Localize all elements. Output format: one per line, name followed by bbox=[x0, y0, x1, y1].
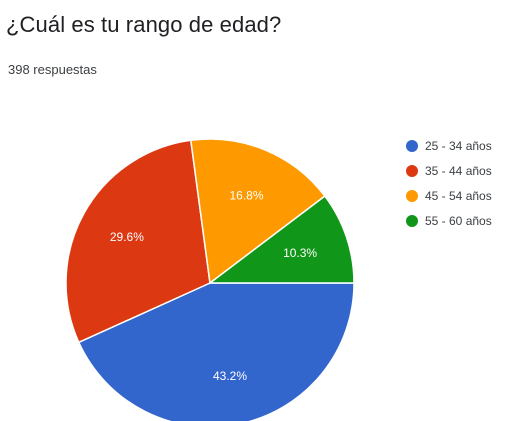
legend-swatch-3 bbox=[406, 190, 418, 202]
legend-swatch-2 bbox=[406, 165, 418, 177]
legend-label-4: 55 - 60 años bbox=[425, 214, 492, 228]
pie-slice-4 bbox=[207, 195, 355, 284]
slice-label-4: 10.3% bbox=[283, 246, 317, 260]
legend-label-3: 45 - 54 años bbox=[425, 189, 492, 203]
response-count: 398 respuestas bbox=[8, 62, 97, 77]
pie-slice-1 bbox=[77, 282, 355, 421]
pie-slice-2 bbox=[65, 139, 211, 344]
legend-label-1: 25 - 34 años bbox=[425, 139, 492, 153]
legend-label-2: 35 - 44 años bbox=[425, 164, 492, 178]
slice-labels: 43.2% 29.6% 16.8% 10.3% bbox=[110, 188, 318, 383]
pie-slices bbox=[65, 138, 355, 421]
pie-slice-3 bbox=[189, 138, 326, 285]
slice-label-2: 29.6% bbox=[110, 230, 144, 244]
slice-label-3: 16.8% bbox=[229, 188, 263, 202]
question-title: ¿Cuál es tu rango de edad? bbox=[6, 12, 282, 37]
legend: 25 - 34 años 35 - 44 años 45 - 54 años 55 -… bbox=[406, 139, 492, 228]
legend-swatch-4 bbox=[406, 215, 418, 227]
legend-swatch-1 bbox=[406, 140, 418, 152]
slice-label-1: 43.2% bbox=[213, 369, 247, 383]
